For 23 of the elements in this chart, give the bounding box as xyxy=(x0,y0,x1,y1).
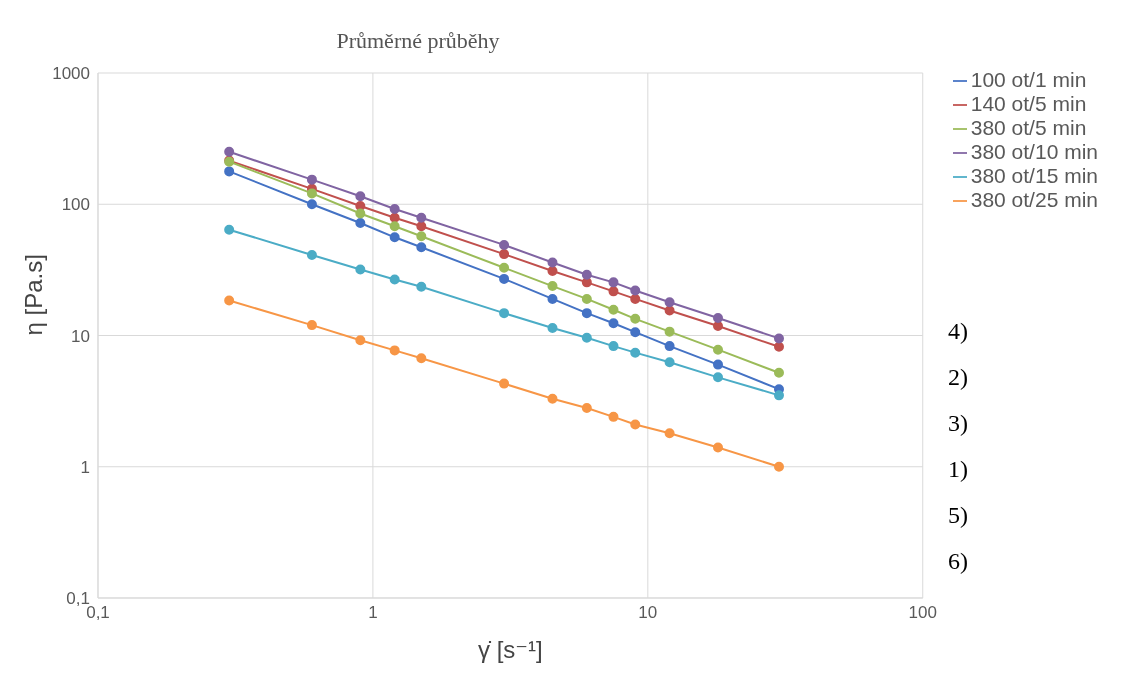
legend-label: 100 ot/1 min xyxy=(970,68,1087,91)
text: 4) xyxy=(948,317,968,346)
chart-title: Průměrné průběhy xyxy=(335,28,501,54)
y-tick-label: 10 xyxy=(71,326,90,346)
y-tick-label: 1000 xyxy=(52,64,90,84)
x-tick-label: 10 xyxy=(638,603,658,623)
x-tick-label: 1 xyxy=(368,603,378,623)
y-tick-label: 1 xyxy=(80,457,90,477)
x-tick-label: 0,1 xyxy=(86,603,110,623)
y-tick-label: 100 xyxy=(61,195,90,215)
legend-label: 380 ot/5 min xyxy=(970,116,1087,139)
legend-label: 380 ot/15 min xyxy=(970,164,1098,187)
text: 1) xyxy=(948,455,968,484)
text: 2) xyxy=(948,363,968,392)
x-tick-label: 100 xyxy=(908,603,937,623)
x-axis-title: γ̇ [s⁻¹] xyxy=(478,636,543,663)
legend-label: 380 ot/10 min xyxy=(970,140,1098,163)
text: 6) xyxy=(948,547,968,576)
legend-label: 140 ot/5 min xyxy=(970,92,1087,115)
y-axis-title: η [Pa.s] xyxy=(19,254,47,336)
text: 3) xyxy=(948,409,968,438)
legend-label: 380 ot/25 min xyxy=(970,188,1098,211)
text: 5) xyxy=(948,501,968,530)
